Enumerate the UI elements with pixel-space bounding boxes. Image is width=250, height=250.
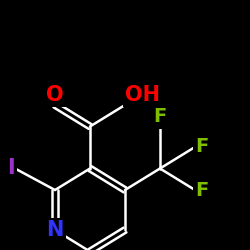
Text: F: F: [195, 138, 208, 156]
Text: F: F: [154, 108, 166, 126]
Text: N: N: [46, 220, 64, 240]
Text: F: F: [195, 180, 208, 200]
Text: OH: OH: [125, 85, 160, 105]
Text: I: I: [8, 158, 15, 178]
Text: O: O: [46, 85, 64, 105]
